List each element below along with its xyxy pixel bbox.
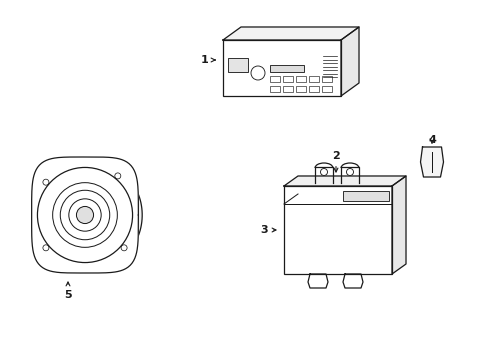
Text: 6: 6 [114, 240, 123, 255]
Bar [342, 191, 388, 201]
Polygon shape [223, 27, 358, 40]
Circle shape [121, 245, 127, 251]
Bar [284, 186, 391, 274]
Text: 5: 5 [64, 282, 72, 300]
Ellipse shape [60, 190, 109, 240]
Polygon shape [420, 147, 443, 177]
Circle shape [320, 168, 327, 176]
Text: 2: 2 [331, 151, 339, 172]
Bar [223, 40, 340, 96]
Ellipse shape [38, 167, 132, 262]
Bar [321, 76, 331, 82]
Bar [269, 86, 280, 92]
Bar [295, 86, 305, 92]
Bar [269, 76, 280, 82]
Text: 3: 3 [260, 225, 275, 235]
Polygon shape [284, 176, 405, 186]
Circle shape [250, 66, 264, 80]
Bar [308, 86, 318, 92]
Text: 4: 4 [427, 135, 435, 145]
Ellipse shape [53, 183, 117, 247]
Bar [321, 86, 331, 92]
Polygon shape [32, 157, 138, 273]
Polygon shape [391, 176, 405, 274]
Bar [269, 65, 304, 72]
Bar [295, 76, 305, 82]
Circle shape [43, 179, 49, 185]
Polygon shape [340, 27, 358, 96]
Circle shape [43, 245, 49, 251]
Ellipse shape [69, 199, 101, 231]
Bar [283, 86, 292, 92]
Bar [308, 76, 318, 82]
Bar [283, 76, 292, 82]
Polygon shape [85, 171, 142, 258]
Ellipse shape [76, 206, 93, 224]
Circle shape [346, 168, 353, 176]
Circle shape [115, 173, 121, 179]
Text: 1: 1 [201, 55, 215, 65]
Bar [227, 58, 247, 72]
